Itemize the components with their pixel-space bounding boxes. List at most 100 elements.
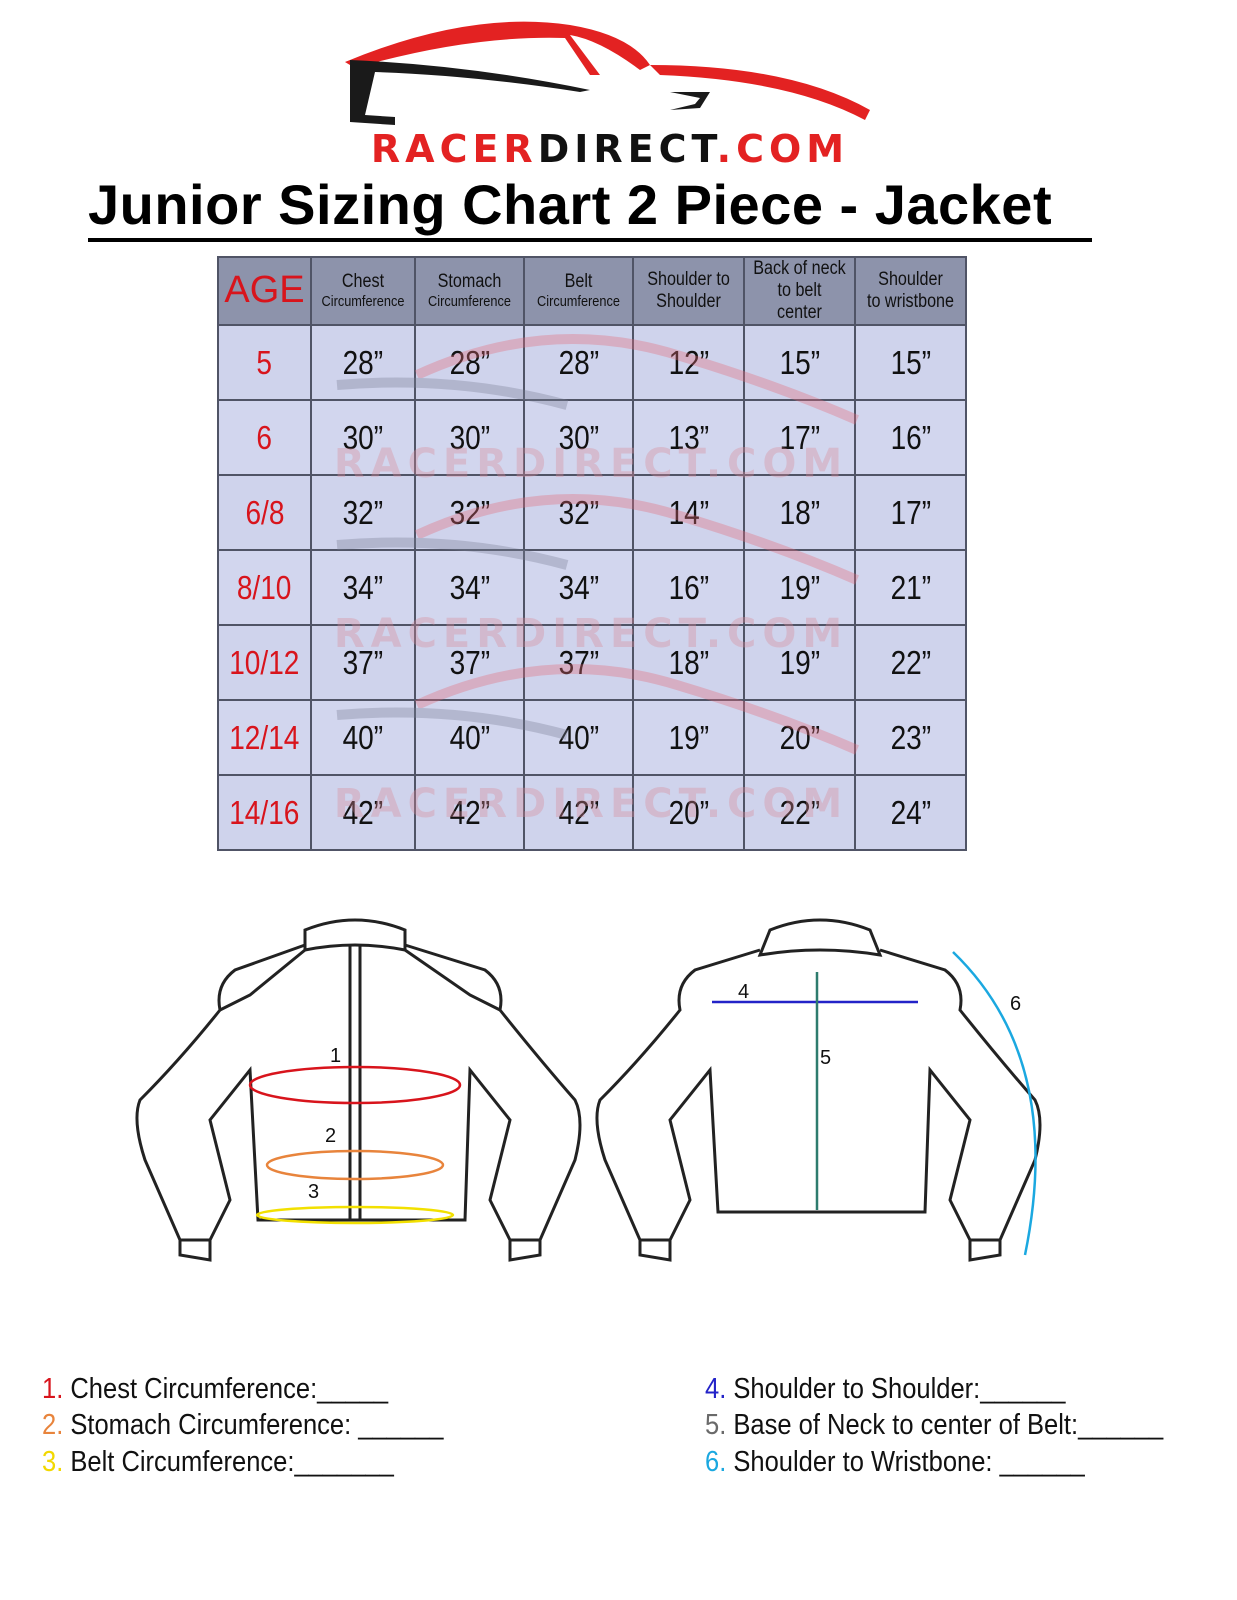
header-line-2: Circumference <box>321 293 405 311</box>
cell-text: 19” <box>779 568 820 606</box>
cell-text: 42” <box>449 793 490 831</box>
measurement-cell: 15” <box>743 324 856 401</box>
table-row: 6/8 32” 32” 32” 14” 18” 17” <box>217 474 967 551</box>
measurement-cell: 28” <box>310 324 416 401</box>
column-header: Back of neck to belt center <box>743 256 856 326</box>
logo-wordmark: RACERDIRECT.COM <box>371 127 849 171</box>
legend-text: Base of Neck to center of Belt:______ <box>733 1409 1164 1441</box>
cell-text: 5 <box>256 343 273 381</box>
cell-text: 37” <box>449 643 490 681</box>
header-line-2: to belt center <box>777 280 822 323</box>
chest-measure-line <box>248 1065 462 1105</box>
age-cell: 6 <box>217 399 312 476</box>
table-row: 8/10 34” 34” 34” 16” 19” 21” <box>217 549 967 626</box>
measurement-cell: 40” <box>523 699 634 776</box>
header-line-1: Belt <box>564 271 593 293</box>
cell-text: 15” <box>779 343 820 381</box>
header-line-1: Chest <box>341 271 385 293</box>
cell-text: 14” <box>668 493 709 531</box>
measurement-cell: 19” <box>743 549 856 626</box>
measurement-cell: 40” <box>310 699 416 776</box>
cell-text: 12/14 <box>229 718 300 756</box>
age-cell: 14/16 <box>217 774 312 851</box>
legend-item: 6. Shoulder to Wristbone: ______ <box>705 1446 1085 1479</box>
cell-text: 34” <box>342 568 384 606</box>
measurement-cell: 28” <box>523 324 634 401</box>
measurement-cell: 34” <box>310 549 416 626</box>
header-line-1: Shoulder <box>878 269 943 291</box>
table-row: 5 28” 28” 28” 12” 15” 15” <box>217 324 967 401</box>
cell-text: 23” <box>890 718 931 756</box>
measurement-cell: 42” <box>414 774 525 851</box>
cell-text: 32” <box>449 493 490 531</box>
cell-text: 24” <box>890 793 931 831</box>
cell-text: 40” <box>558 718 599 756</box>
measurement-cell: 28” <box>414 324 525 401</box>
table-row: 14/16 42” 42” 42” 20” 22” 24” <box>217 774 967 851</box>
jacket-back-diagram <box>595 918 1042 1262</box>
cell-text: 8/10 <box>237 568 292 606</box>
cell-text: 30” <box>449 418 490 456</box>
header-line-2: Circumference <box>537 293 620 311</box>
cell-text: 32” <box>342 493 384 531</box>
legend-number: 5. <box>705 1409 727 1441</box>
measurement-cell: 34” <box>523 549 634 626</box>
legend-number: 3. <box>42 1446 64 1478</box>
measurement-cell: 15” <box>854 324 967 401</box>
measurement-cell: 42” <box>523 774 634 851</box>
measurement-cell: 30” <box>414 399 525 476</box>
legend-text: Stomach Circumference: ______ <box>70 1409 444 1441</box>
measurement-cell: 32” <box>310 474 416 551</box>
cell-text: 30” <box>558 418 599 456</box>
header-line-2: to wristbone <box>866 291 955 312</box>
cell-text: 19” <box>779 643 820 681</box>
cell-text: 42” <box>342 793 384 831</box>
age-cell: 5 <box>217 324 312 401</box>
legend-text: Belt Circumference:_______ <box>70 1446 394 1478</box>
cell-text: 6 <box>256 418 273 456</box>
diagram-label-6: 6 <box>1010 993 1021 1015</box>
header-line-1: Stomach <box>437 271 502 293</box>
legend-text: Chest Circumference:_____ <box>70 1373 389 1405</box>
header-age: AGE <box>217 256 312 326</box>
measurement-cell: 18” <box>632 624 745 701</box>
belt-measure-line <box>255 1205 455 1225</box>
age-cell: 12/14 <box>217 699 312 776</box>
measurement-cell: 19” <box>743 624 856 701</box>
measurement-cell: 37” <box>523 624 634 701</box>
diagram-label-2: 2 <box>325 1125 336 1147</box>
cell-text: 12” <box>668 343 709 381</box>
measurement-cell: 30” <box>310 399 416 476</box>
measurement-cell: 34” <box>414 549 525 626</box>
stomach-measure-line <box>265 1149 445 1181</box>
cell-text: 34” <box>558 568 599 606</box>
cell-text: 18” <box>779 493 820 531</box>
table-header-row: AGE Chest Circumference Stomach Circumferenc… <box>217 256 967 326</box>
column-header: Shoulder to wristbone <box>854 256 967 326</box>
cell-text: 20” <box>668 793 709 831</box>
table-row: 6 30” 30” 30” 13” 17” 16” <box>217 399 967 476</box>
measurement-cell: 20” <box>743 699 856 776</box>
cell-text: 17” <box>779 418 820 456</box>
measurement-cell: 18” <box>743 474 856 551</box>
jacket-front-diagram <box>135 918 582 1262</box>
measurement-cell: 16” <box>632 549 745 626</box>
legend-number: 4. <box>705 1373 727 1405</box>
page-title: Junior Sizing Chart 2 Piece - Jacket <box>88 173 1053 236</box>
measurement-cell: 17” <box>854 474 967 551</box>
diagram-label-5: 5 <box>820 1047 831 1069</box>
cell-text: 32” <box>558 493 599 531</box>
legend-text: Shoulder to Shoulder:______ <box>733 1373 1066 1405</box>
measurement-cell: 22” <box>854 624 967 701</box>
cell-text: 28” <box>449 343 490 381</box>
measurement-cell: 32” <box>414 474 525 551</box>
cell-text: 18” <box>668 643 709 681</box>
cell-text: 19” <box>668 718 709 756</box>
measurement-cell: 23” <box>854 699 967 776</box>
legend-item: 5. Base of Neck to center of Belt:______ <box>705 1409 1163 1442</box>
legend-item: 3. Belt Circumference:_______ <box>42 1446 394 1479</box>
measurement-cell: 37” <box>310 624 416 701</box>
cell-text: 28” <box>342 343 384 381</box>
measurement-cell: 22” <box>743 774 856 851</box>
